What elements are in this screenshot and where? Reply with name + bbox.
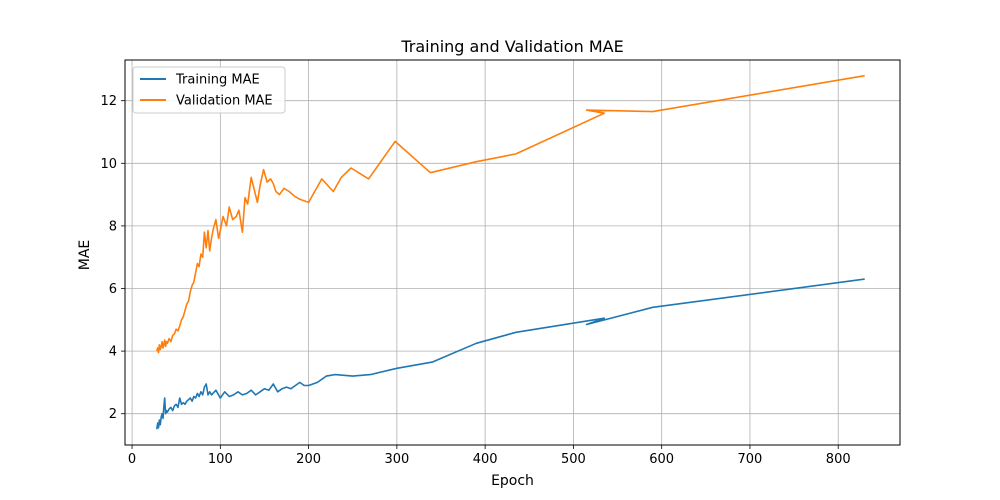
series-line-training-mae xyxy=(156,278,865,430)
y-axis-label: MAE xyxy=(77,240,93,271)
plot-area-frame xyxy=(124,59,901,446)
x-tick-label: 0 xyxy=(128,452,136,467)
x-tick-label: 600 xyxy=(649,452,674,467)
y-tick-label: 12 xyxy=(100,94,117,109)
x-tick-label: 200 xyxy=(296,452,321,467)
x-axis-label: Epoch xyxy=(491,473,534,489)
y-tick-label: 10 xyxy=(100,157,117,172)
y-tick-label: 4 xyxy=(109,345,117,360)
y-tick-label: 6 xyxy=(109,282,117,297)
y-axis: 2 4 6 8 10 12 xyxy=(100,94,125,422)
legend-label: Training MAE xyxy=(175,73,260,88)
legend-label: Validation MAE xyxy=(176,94,273,109)
x-tick-label: 500 xyxy=(561,452,586,467)
legend-box xyxy=(132,66,286,114)
grid xyxy=(125,60,900,445)
x-tick-label: 100 xyxy=(208,452,233,467)
x-tick-label: 400 xyxy=(473,452,498,467)
chart-title: Training and Validation MAE xyxy=(400,37,623,56)
y-tick-label: 2 xyxy=(109,407,117,422)
series-line-validation-mae xyxy=(156,74,865,354)
y-tick-label: 8 xyxy=(109,219,117,234)
x-tick-label: 300 xyxy=(384,452,409,467)
x-tick-label: 800 xyxy=(826,452,851,467)
x-tick-label: 700 xyxy=(738,452,763,467)
x-axis: 0 100 200 300 400 500 600 700 800 xyxy=(128,445,851,467)
legend: Training MAE Validation MAE xyxy=(132,66,286,114)
series-layer xyxy=(156,74,865,430)
